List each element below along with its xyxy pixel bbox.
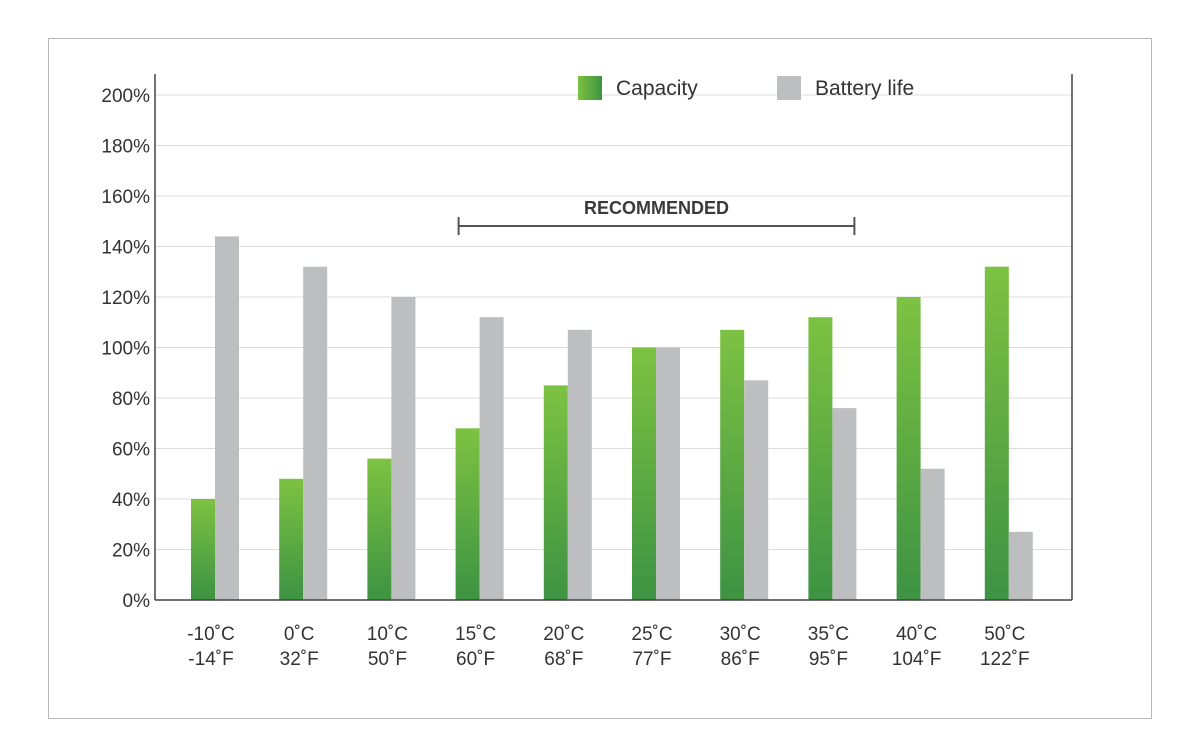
x-tick-label: 15˚C: [455, 624, 496, 645]
capacity-bar: [808, 317, 833, 600]
x-tick-label: 86˚F: [721, 649, 760, 670]
battery-life-bar: [215, 236, 239, 600]
x-tick-label: 60˚F: [456, 649, 495, 670]
capacity-bar: [191, 499, 215, 600]
x-axis: -10˚C -14˚F 0˚C 32˚F 10˚C 50˚F 15˚C 60˚F 20˚C 68˚…: [155, 599, 1072, 670]
x-tick-label: 122˚F: [980, 649, 1030, 670]
y-tick-label: 40%: [112, 490, 150, 511]
y-tick-label: 80%: [112, 389, 150, 410]
capacity-bar: [455, 428, 480, 600]
legend: Capacity Battery life: [578, 76, 914, 100]
battery-life-bar: [920, 468, 945, 600]
x-tick-label: 35˚C: [808, 624, 849, 645]
y-tick-label: 140%: [101, 238, 150, 259]
x-tick-label: 68˚F: [544, 649, 583, 670]
battery-life-bar: [567, 329, 592, 600]
x-tick-label: 32˚F: [280, 649, 319, 670]
y-tick-label: 0%: [123, 591, 151, 612]
x-tick-label: 30˚C: [720, 624, 761, 645]
x-tick-label: 20˚C: [543, 624, 584, 645]
bars: [191, 236, 1033, 600]
x-tick-label: 10˚C: [367, 624, 408, 645]
legend-swatch: [777, 76, 801, 100]
capacity-bar: [543, 385, 568, 600]
capacity-bar: [632, 347, 656, 600]
battery-life-bar: [1008, 531, 1033, 600]
legend-swatch: [578, 76, 602, 100]
y-tick-label: 180%: [101, 137, 150, 158]
legend-label: Battery life: [815, 77, 914, 100]
x-tick-label: 77˚F: [632, 649, 671, 670]
x-tick-label: -10˚C: [187, 624, 235, 645]
legend-label: Capacity: [616, 77, 698, 100]
x-tick-label: 0˚C: [284, 624, 315, 645]
battery-life-bar: [832, 408, 857, 600]
x-tick-label: 50˚F: [368, 649, 407, 670]
x-tick-label: 50˚C: [984, 624, 1025, 645]
y-tick-label: 200%: [101, 86, 150, 107]
capacity-bar: [367, 458, 392, 600]
y-tick-label: 120%: [101, 288, 150, 309]
capacity-bar: [896, 297, 921, 600]
x-tick-label: -14˚F: [188, 649, 233, 670]
capacity-bar: [279, 478, 304, 600]
y-tick-label: 160%: [101, 187, 150, 208]
recommended-annotation: RECOMMENDED: [457, 198, 856, 235]
recommended-label: RECOMMENDED: [584, 198, 729, 218]
capacity-bar: [720, 329, 745, 600]
battery-life-bar: [656, 347, 680, 600]
battery-life-bar: [479, 317, 504, 600]
capacity-bar: [984, 266, 1009, 600]
x-tick-label: 25˚C: [631, 624, 672, 645]
x-tick-label: 95˚F: [809, 649, 848, 670]
battery-life-bar: [391, 297, 416, 600]
y-tick-label: 100%: [101, 339, 150, 360]
battery-life-bar: [744, 380, 769, 600]
battery-life-bar: [303, 266, 328, 600]
x-tick-label: 104˚F: [892, 649, 942, 670]
y-tick-label: 20%: [112, 541, 150, 562]
y-tick-label: 60%: [112, 440, 150, 461]
y-axis: 0% 20% 40% 60% 80% 100% 120% 140% 160% 180% 200%: [101, 74, 1073, 612]
x-tick-label: 40˚C: [896, 624, 937, 645]
